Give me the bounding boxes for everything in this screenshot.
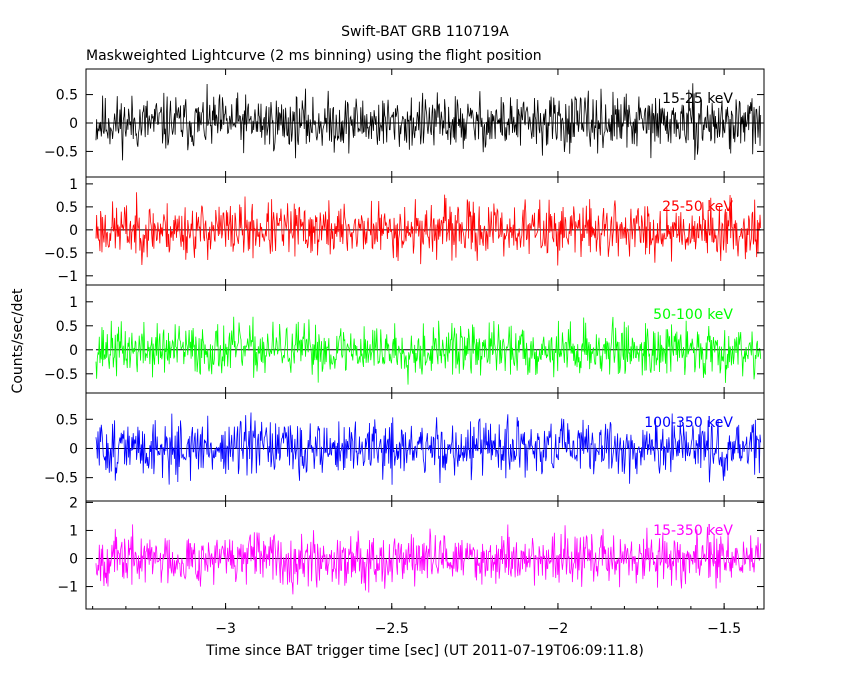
y-tick-label: −0.5 bbox=[44, 246, 78, 262]
series-line-4 bbox=[95, 412, 762, 485]
y-tick-label: 0.5 bbox=[56, 319, 78, 335]
x-tick-label: −1.5 bbox=[707, 621, 741, 637]
y-tick-label: 0 bbox=[69, 343, 78, 359]
x-tick-label: −2 bbox=[548, 621, 569, 637]
panel-1: −0.5 0 0.5 15-25 keV bbox=[44, 68, 765, 178]
y-tick-label: 0 bbox=[69, 552, 78, 568]
panel-group: −0.5 0 0.5 15-25 keV −1 −0.5 0 0.5 1 25-50 keV −0.… bbox=[44, 68, 765, 610]
y-axis-label: Counts/sec/det bbox=[10, 288, 26, 393]
series-line-2 bbox=[95, 192, 762, 266]
y-tick-label: 1 bbox=[69, 177, 78, 193]
chart-title: Swift-BAT GRB 110719A bbox=[341, 24, 509, 40]
y-tick-label: −0.5 bbox=[44, 471, 78, 487]
series-label-1: 15-25 keV bbox=[662, 91, 733, 107]
y-tick-label: 2 bbox=[69, 495, 78, 511]
series-label-2: 25-50 keV bbox=[662, 199, 733, 215]
panel-frame bbox=[85, 392, 765, 502]
panel-5: −1 0 1 2 15-350 keV bbox=[57, 495, 765, 610]
series-line-5 bbox=[95, 524, 762, 595]
series-line-1 bbox=[95, 83, 762, 161]
x-axis: −3 −2.5 −2 −1.5 bbox=[92, 606, 758, 637]
y-tick-label: 0 bbox=[69, 116, 78, 132]
y-tick-label: 1 bbox=[69, 523, 78, 539]
chart-subtitle: Maskweighted Lightcurve (2 ms binning) u… bbox=[86, 48, 542, 64]
y-tick-label: −0.5 bbox=[44, 367, 78, 383]
panel-3: −0.5 0 0.5 1 50-100 keV bbox=[44, 284, 765, 394]
x-tick-label: −3 bbox=[215, 621, 236, 637]
series-label-3: 50-100 keV bbox=[653, 307, 733, 323]
y-tick-label: 0 bbox=[69, 441, 78, 457]
x-axis-label: Time since BAT trigger time [sec] (UT 20… bbox=[205, 643, 644, 659]
panel-2: −1 −0.5 0 0.5 1 25-50 keV bbox=[44, 176, 765, 286]
series-label-4: 100-350 keV bbox=[644, 415, 733, 431]
y-tick-label: 0 bbox=[69, 223, 78, 239]
y-tick-label: 0.5 bbox=[56, 412, 78, 428]
y-tick-label: 0.5 bbox=[56, 88, 78, 104]
series-line-3 bbox=[95, 316, 762, 385]
x-tick-label: −2.5 bbox=[375, 621, 409, 637]
y-tick-label: 0.5 bbox=[56, 200, 78, 216]
y-tick-label: −0.5 bbox=[44, 144, 78, 160]
series-label-5: 15-350 keV bbox=[653, 523, 733, 539]
y-tick-label: −1 bbox=[57, 269, 78, 285]
panel-4: −0.5 0 0.5 100-350 keV bbox=[44, 392, 765, 502]
y-tick-label: 1 bbox=[69, 295, 78, 311]
y-tick-label: −1 bbox=[57, 580, 78, 596]
